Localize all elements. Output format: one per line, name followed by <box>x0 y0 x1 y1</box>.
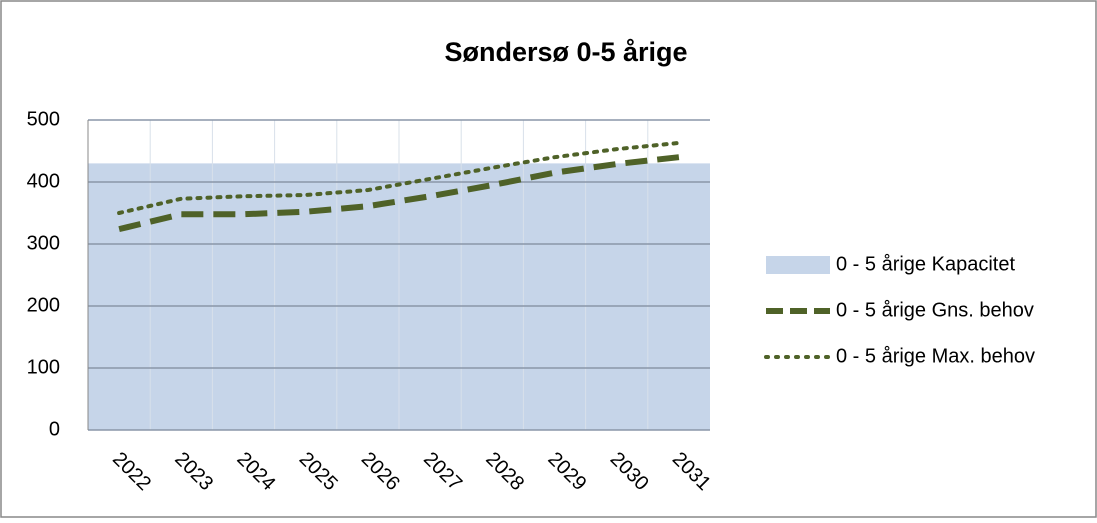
line <box>117 140 681 215</box>
legend-label: 0 - 5 årige Gns. behov <box>836 299 1034 321</box>
y-tick-label: 0 <box>49 418 60 440</box>
y-tick-label: 100 <box>27 356 60 378</box>
legend-label: 0 - 5 årige Kapacitet <box>836 253 1015 275</box>
y-tick-label: 400 <box>27 170 60 192</box>
y-tick-label: 300 <box>27 232 60 254</box>
legend-swatch <box>766 256 830 274</box>
y-tick-label: 200 <box>27 294 60 316</box>
legend-label: 0 - 5 årige Max. behov <box>836 345 1035 367</box>
chart-title: Søndersø 0-5 årige <box>444 37 687 67</box>
y-tick-label: 500 <box>27 108 60 130</box>
